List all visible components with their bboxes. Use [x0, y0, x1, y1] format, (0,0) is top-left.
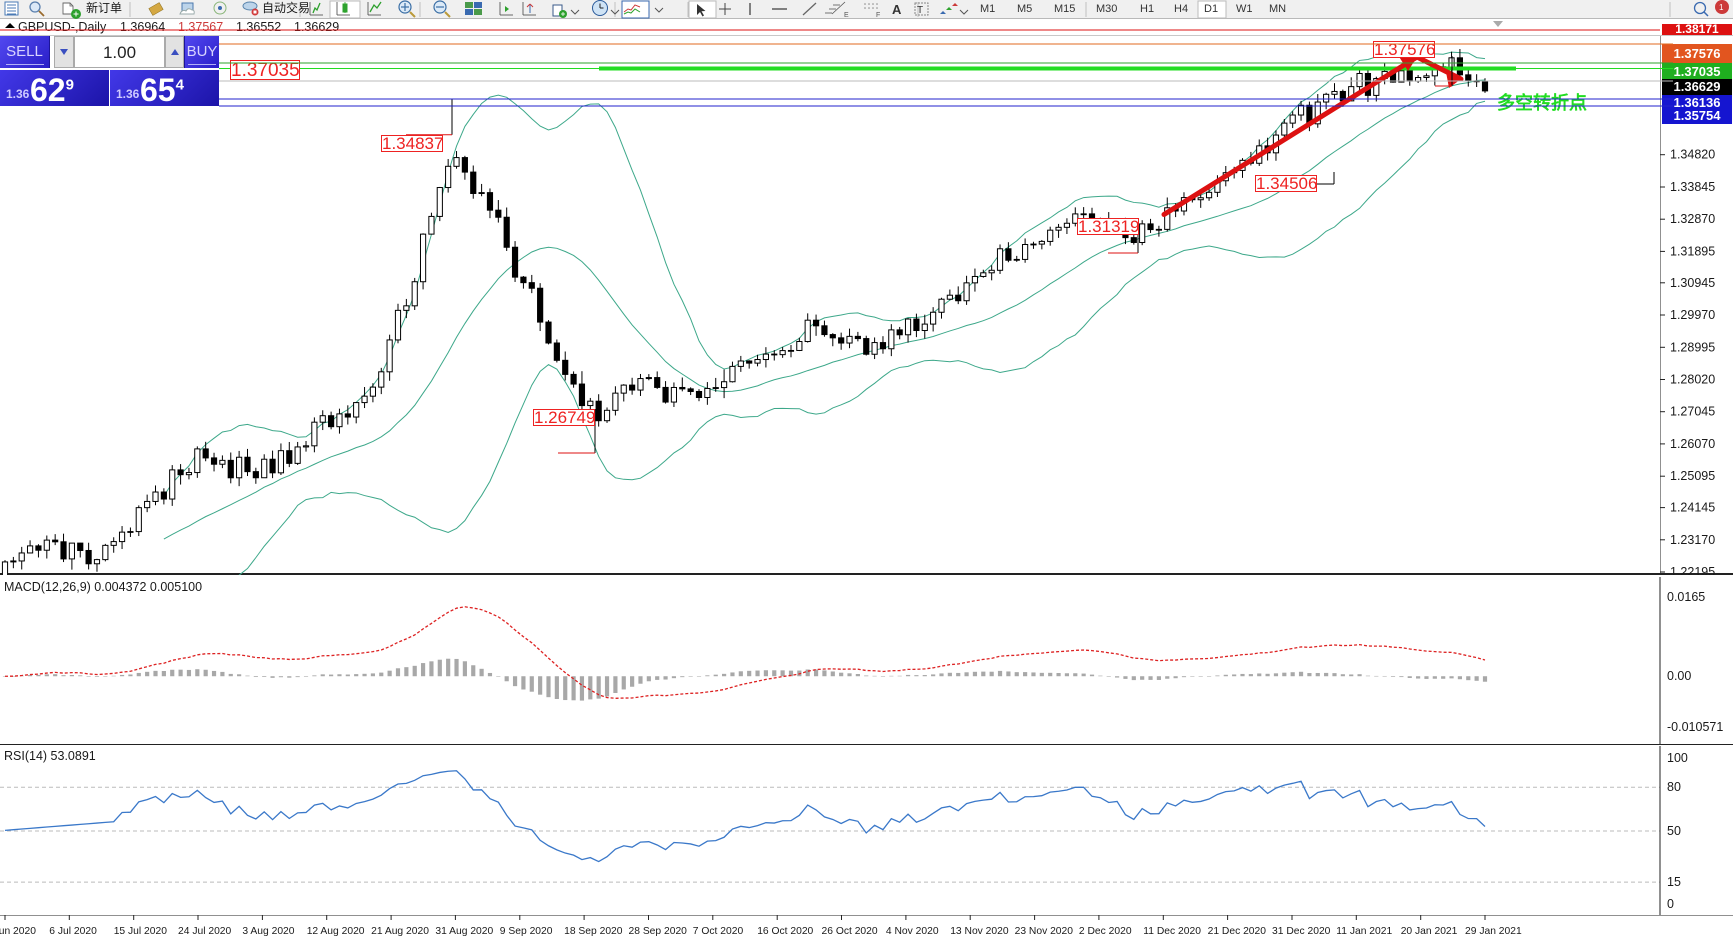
svg-text:M1: M1 — [980, 3, 995, 15]
svg-text:1.26070: 1.26070 — [1670, 437, 1715, 451]
svg-text:1.34820: 1.34820 — [1670, 148, 1715, 162]
svg-text:E: E — [844, 12, 849, 19]
svg-text:21 Dec 2020: 21 Dec 2020 — [1208, 926, 1267, 937]
svg-text:F: F — [876, 12, 880, 19]
svg-text:29 Jan 2021: 29 Jan 2021 — [1465, 926, 1522, 937]
svg-text:-0.010571: -0.010571 — [1667, 720, 1723, 734]
svg-text:1.24145: 1.24145 — [1670, 501, 1715, 515]
svg-text:24 Jul 2020: 24 Jul 2020 — [178, 926, 232, 937]
svg-text:RSI(14) 53.0891: RSI(14) 53.0891 — [4, 749, 96, 763]
svg-text:100: 100 — [1667, 751, 1688, 765]
svg-text:W1: W1 — [1236, 3, 1253, 15]
svg-text:1.23170: 1.23170 — [1670, 533, 1715, 547]
svg-text:21 Aug 2020: 21 Aug 2020 — [371, 926, 429, 937]
svg-text:M15: M15 — [1054, 3, 1075, 15]
svg-text:9 Sep 2020: 9 Sep 2020 — [500, 926, 553, 937]
svg-text:3 Aug 2020: 3 Aug 2020 — [242, 926, 294, 937]
svg-text:31 Dec 2020: 31 Dec 2020 — [1272, 926, 1331, 937]
svg-text:M30: M30 — [1096, 3, 1117, 15]
svg-text:13 Nov 2020: 13 Nov 2020 — [950, 926, 1009, 937]
svg-text:1.33845: 1.33845 — [1670, 180, 1715, 194]
svg-text:2 Dec 2020: 2 Dec 2020 — [1079, 926, 1132, 937]
svg-text:H1: H1 — [1140, 3, 1154, 15]
svg-text:A: A — [892, 2, 902, 17]
svg-text:6 Jun 2020: 6 Jun 2020 — [0, 926, 36, 937]
svg-text:H4: H4 — [1174, 3, 1188, 15]
svg-text:80: 80 — [1667, 780, 1681, 794]
svg-text:1.27045: 1.27045 — [1670, 405, 1715, 419]
svg-text:1.25095: 1.25095 — [1670, 469, 1715, 483]
svg-text:GBPUSD-,Daily: GBPUSD-,Daily — [18, 20, 107, 34]
svg-text:1: 1 — [1719, 3, 1724, 12]
svg-text:自动交易: 自动交易 — [262, 0, 310, 15]
svg-text:M5: M5 — [1017, 3, 1032, 15]
svg-text:T: T — [917, 5, 923, 16]
svg-text:28 Sep 2020: 28 Sep 2020 — [629, 926, 688, 937]
svg-text:6 Jul 2020: 6 Jul 2020 — [49, 926, 97, 937]
svg-text:MN: MN — [1269, 3, 1286, 15]
svg-text:50: 50 — [1667, 824, 1681, 838]
svg-text:12 Aug 2020: 12 Aug 2020 — [307, 926, 365, 937]
svg-text:1.22195: 1.22195 — [1670, 565, 1715, 575]
svg-text:23 Nov 2020: 23 Nov 2020 — [1015, 926, 1074, 937]
svg-text:0.00: 0.00 — [1667, 669, 1691, 683]
svg-text:1.36964: 1.36964 — [120, 20, 165, 34]
svg-text:D1: D1 — [1204, 3, 1218, 15]
svg-text:1.28995: 1.28995 — [1670, 340, 1715, 354]
svg-text:11 Jan 2021: 11 Jan 2021 — [1336, 926, 1392, 937]
svg-text:1.37567: 1.37567 — [178, 20, 223, 34]
svg-text:11 Dec 2020: 11 Dec 2020 — [1143, 926, 1201, 937]
svg-text:1.29970: 1.29970 — [1670, 308, 1715, 322]
svg-text:新订单: 新订单 — [86, 0, 122, 15]
svg-text:7 Oct 2020: 7 Oct 2020 — [693, 926, 744, 937]
svg-text:1.31895: 1.31895 — [1670, 244, 1715, 258]
svg-text:0: 0 — [1667, 897, 1674, 911]
svg-text:1.36552: 1.36552 — [236, 20, 281, 34]
svg-text:MACD(12,26,9) 0.004372 0.00510: MACD(12,26,9) 0.004372 0.005100 — [4, 580, 202, 594]
svg-text:4 Nov 2020: 4 Nov 2020 — [886, 926, 939, 937]
svg-text:1.28020: 1.28020 — [1670, 373, 1715, 387]
svg-text:26 Oct 2020: 26 Oct 2020 — [822, 926, 878, 937]
svg-text:1.36629: 1.36629 — [294, 20, 339, 34]
svg-text:1.30945: 1.30945 — [1670, 276, 1715, 290]
svg-text:15 Jul 2020: 15 Jul 2020 — [114, 926, 168, 937]
svg-text:15: 15 — [1667, 875, 1681, 889]
svg-text:20 Jan 2021: 20 Jan 2021 — [1401, 926, 1458, 937]
svg-text:16 Oct 2020: 16 Oct 2020 — [757, 926, 813, 937]
svg-text:31 Aug 2020: 31 Aug 2020 — [435, 926, 493, 937]
svg-text:1.32870: 1.32870 — [1670, 212, 1715, 226]
svg-text:0.0165: 0.0165 — [1667, 590, 1705, 604]
svg-text:18 Sep 2020: 18 Sep 2020 — [564, 926, 623, 937]
